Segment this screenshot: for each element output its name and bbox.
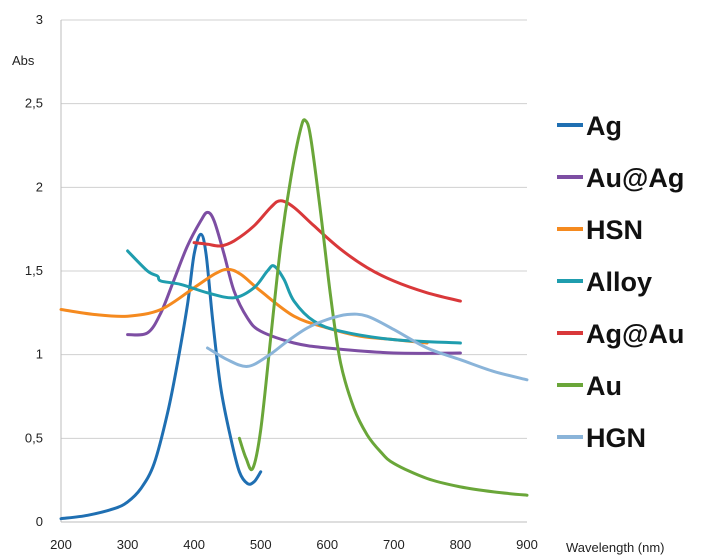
x-tick-label: 600 bbox=[316, 537, 338, 552]
y-tick-label: 3 bbox=[36, 12, 43, 27]
series-line-au bbox=[237, 118, 529, 497]
legend: Ag Au@Ag HSN Alloy Ag@Au Au HGN bbox=[557, 111, 684, 453]
y-tick-label: 2,5 bbox=[25, 96, 43, 111]
y-tick-labels: 0 0,5 1 1,5 2 2,5 3 bbox=[25, 12, 43, 529]
legend-item-alloy: Alloy bbox=[557, 267, 652, 297]
x-tick-label: 900 bbox=[516, 537, 538, 552]
legend-label: Ag@Au bbox=[586, 319, 684, 349]
legend-item-hgn: HGN bbox=[557, 423, 646, 453]
x-axis-label: Wavelength (nm) bbox=[566, 540, 665, 555]
series-line-hsn bbox=[59, 267, 429, 345]
series-line-ag bbox=[59, 232, 263, 521]
y-tick-label: 1 bbox=[36, 347, 43, 362]
y-tick-label: 2 bbox=[36, 179, 43, 194]
x-tick-label: 400 bbox=[183, 537, 205, 552]
legend-item-hsn: HSN bbox=[557, 215, 643, 245]
legend-label: Ag bbox=[586, 111, 622, 141]
legend-item-ag-au: Ag@Au bbox=[557, 319, 684, 349]
series-line-hgn bbox=[206, 312, 529, 382]
series-line-ag-au bbox=[192, 199, 462, 303]
legend-item-au-ag: Au@Ag bbox=[557, 163, 684, 193]
x-tick-label: 300 bbox=[117, 537, 139, 552]
y-axis-label: Abs bbox=[12, 53, 35, 68]
series-line-alloy bbox=[126, 249, 462, 345]
x-tick-label: 500 bbox=[250, 537, 272, 552]
legend-label: HGN bbox=[586, 423, 646, 453]
legend-label: Alloy bbox=[586, 267, 652, 297]
series-line-au-ag bbox=[126, 210, 462, 355]
axes bbox=[60, 20, 527, 523]
x-tick-label: 200 bbox=[50, 537, 72, 552]
y-tick-label: 0,5 bbox=[25, 430, 43, 445]
x-tick-labels: 200 300 400 500 600 700 800 900 bbox=[50, 537, 538, 552]
y-tick-label: 0 bbox=[36, 514, 43, 529]
legend-label: Au@Ag bbox=[586, 163, 684, 193]
legend-label: HSN bbox=[586, 215, 643, 245]
x-tick-label: 700 bbox=[383, 537, 405, 552]
series-lines bbox=[59, 118, 529, 521]
legend-item-ag: Ag bbox=[557, 111, 622, 141]
x-tick-label: 800 bbox=[450, 537, 472, 552]
legend-label: Au bbox=[586, 371, 622, 401]
legend-item-au: Au bbox=[557, 371, 622, 401]
y-tick-label: 1,5 bbox=[25, 263, 43, 278]
gridlines bbox=[61, 19, 527, 439]
